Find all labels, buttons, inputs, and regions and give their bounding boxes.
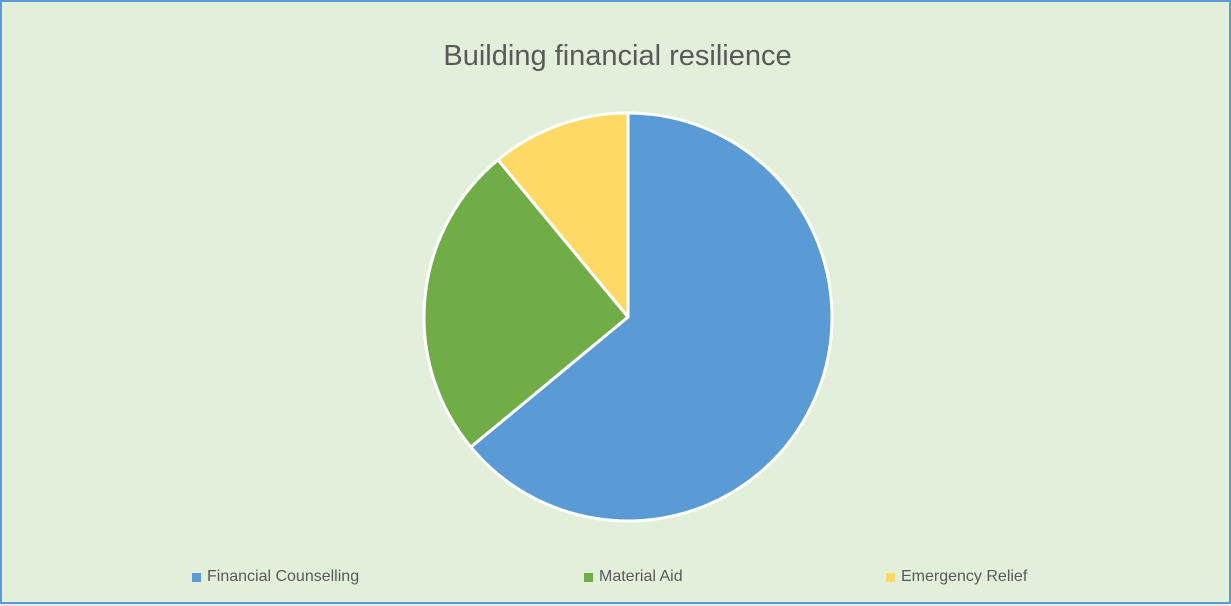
legend-swatch-material-aid: [584, 572, 593, 582]
pie-slice-material-aid: [422, 158, 630, 449]
legend-swatch-financial-counselling: [192, 572, 201, 582]
legend-item-financial-counselling: Financial Counselling: [192, 568, 359, 586]
legend-label-financial-counselling: Financial Counselling: [207, 568, 360, 585]
pie-slice-financial-counselling: [469, 111, 834, 523]
legend-item-material-aid: Material Aid: [584, 568, 683, 586]
legend-label-emergency-relief: Emergency Relief: [901, 568, 1028, 585]
chart-title: Building financial resilience: [443, 40, 792, 72]
legend-label-material-aid: Material Aid: [599, 568, 683, 585]
legend: Financial Counselling Material Aid Emerg…: [2, 568, 1231, 590]
legend-swatch-emergency-relief: [886, 572, 895, 582]
legend-item-emergency-relief: Emergency Relief: [886, 568, 1027, 586]
pie-slice-emergency-relief: [496, 111, 630, 319]
